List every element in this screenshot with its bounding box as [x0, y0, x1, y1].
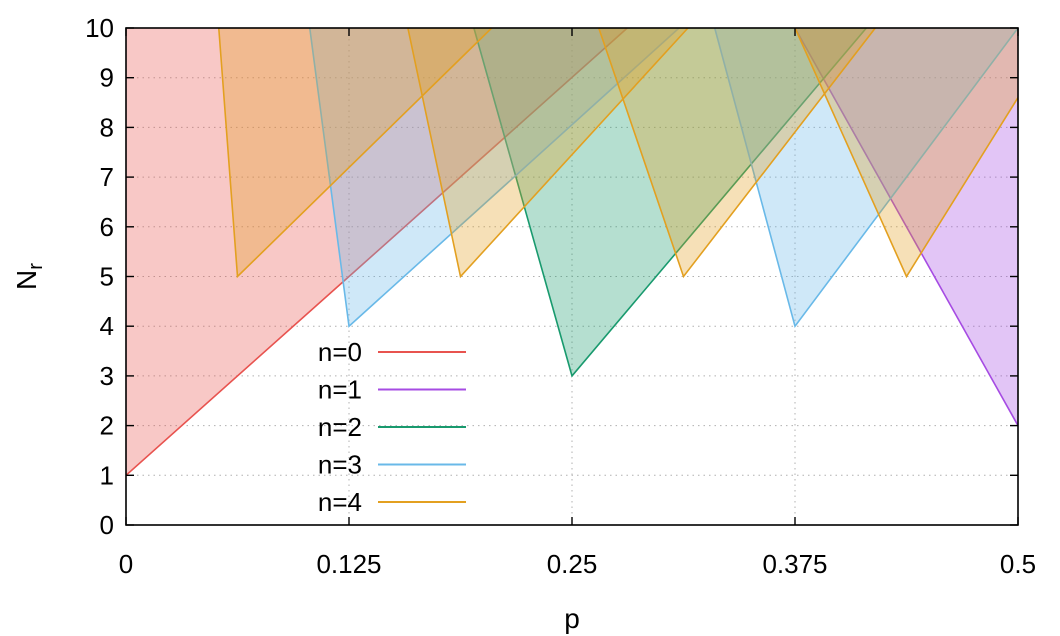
- region-boundary-n-2: [473, 27, 867, 378]
- y-tick-label: 5: [100, 262, 114, 292]
- legend-label: n=1: [318, 375, 362, 405]
- x-tick-label: 0.25: [547, 549, 598, 579]
- x-tick-label: 0: [119, 549, 133, 579]
- region-fill-n-4: [407, 28, 688, 277]
- x-tick-label: 0.125: [316, 549, 381, 579]
- region-fill-n-3: [309, 28, 680, 327]
- region-fill-n-4: [598, 28, 876, 277]
- y-tick-label: 10: [85, 13, 114, 43]
- region-boundary-n-1: [794, 27, 1019, 426]
- y-tick-label: 0: [100, 510, 114, 540]
- region-fill-n-4: [795, 28, 1018, 277]
- y-axis-label: Nr: [11, 263, 47, 290]
- y-tick-label: 8: [100, 112, 114, 142]
- y-tick-label: 4: [100, 311, 114, 341]
- y-axis-label-main: N: [11, 270, 42, 290]
- x-axis-label: p: [564, 603, 580, 634]
- legend-label: n=3: [318, 450, 362, 480]
- y-tick-label: 7: [100, 162, 114, 192]
- x-tick-label: 0.375: [762, 549, 827, 579]
- region-boundary-n-4: [794, 27, 1019, 279]
- y-axis-label-subscript: r: [25, 263, 47, 270]
- region-fill-n-2: [473, 28, 867, 376]
- y-tick-label: 3: [100, 361, 114, 391]
- y-tick-label: 9: [100, 63, 114, 93]
- legend-label: n=2: [318, 412, 362, 442]
- y-tick-label: 2: [100, 411, 114, 441]
- region-boundary-n-0: [125, 27, 628, 476]
- legend-label: n=4: [318, 487, 362, 517]
- x-tick-label: 0.5: [1000, 549, 1036, 579]
- plot-regions: [125, 27, 1019, 476]
- region-fill-n-4: [218, 28, 492, 277]
- region-boundary-n-4: [217, 27, 493, 279]
- y-tick-label: 1: [100, 460, 114, 490]
- region-fill-n-3: [714, 28, 1018, 327]
- region-boundary-n-4: [407, 27, 689, 279]
- region-boundary-n-4: [598, 27, 876, 279]
- legend-label: n=0: [318, 337, 362, 367]
- y-tick-label: 6: [100, 212, 114, 242]
- region-boundary-n-3: [713, 27, 1019, 328]
- axis-ticks: 0 1 2 3 4 5 6 7 8 9 10 0 0.125 0.25 0.375 0.5: [85, 13, 1036, 579]
- legend: n=0 n=1 n=2 n=3 n=4: [318, 337, 466, 517]
- region-boundary-n-3: [308, 27, 680, 328]
